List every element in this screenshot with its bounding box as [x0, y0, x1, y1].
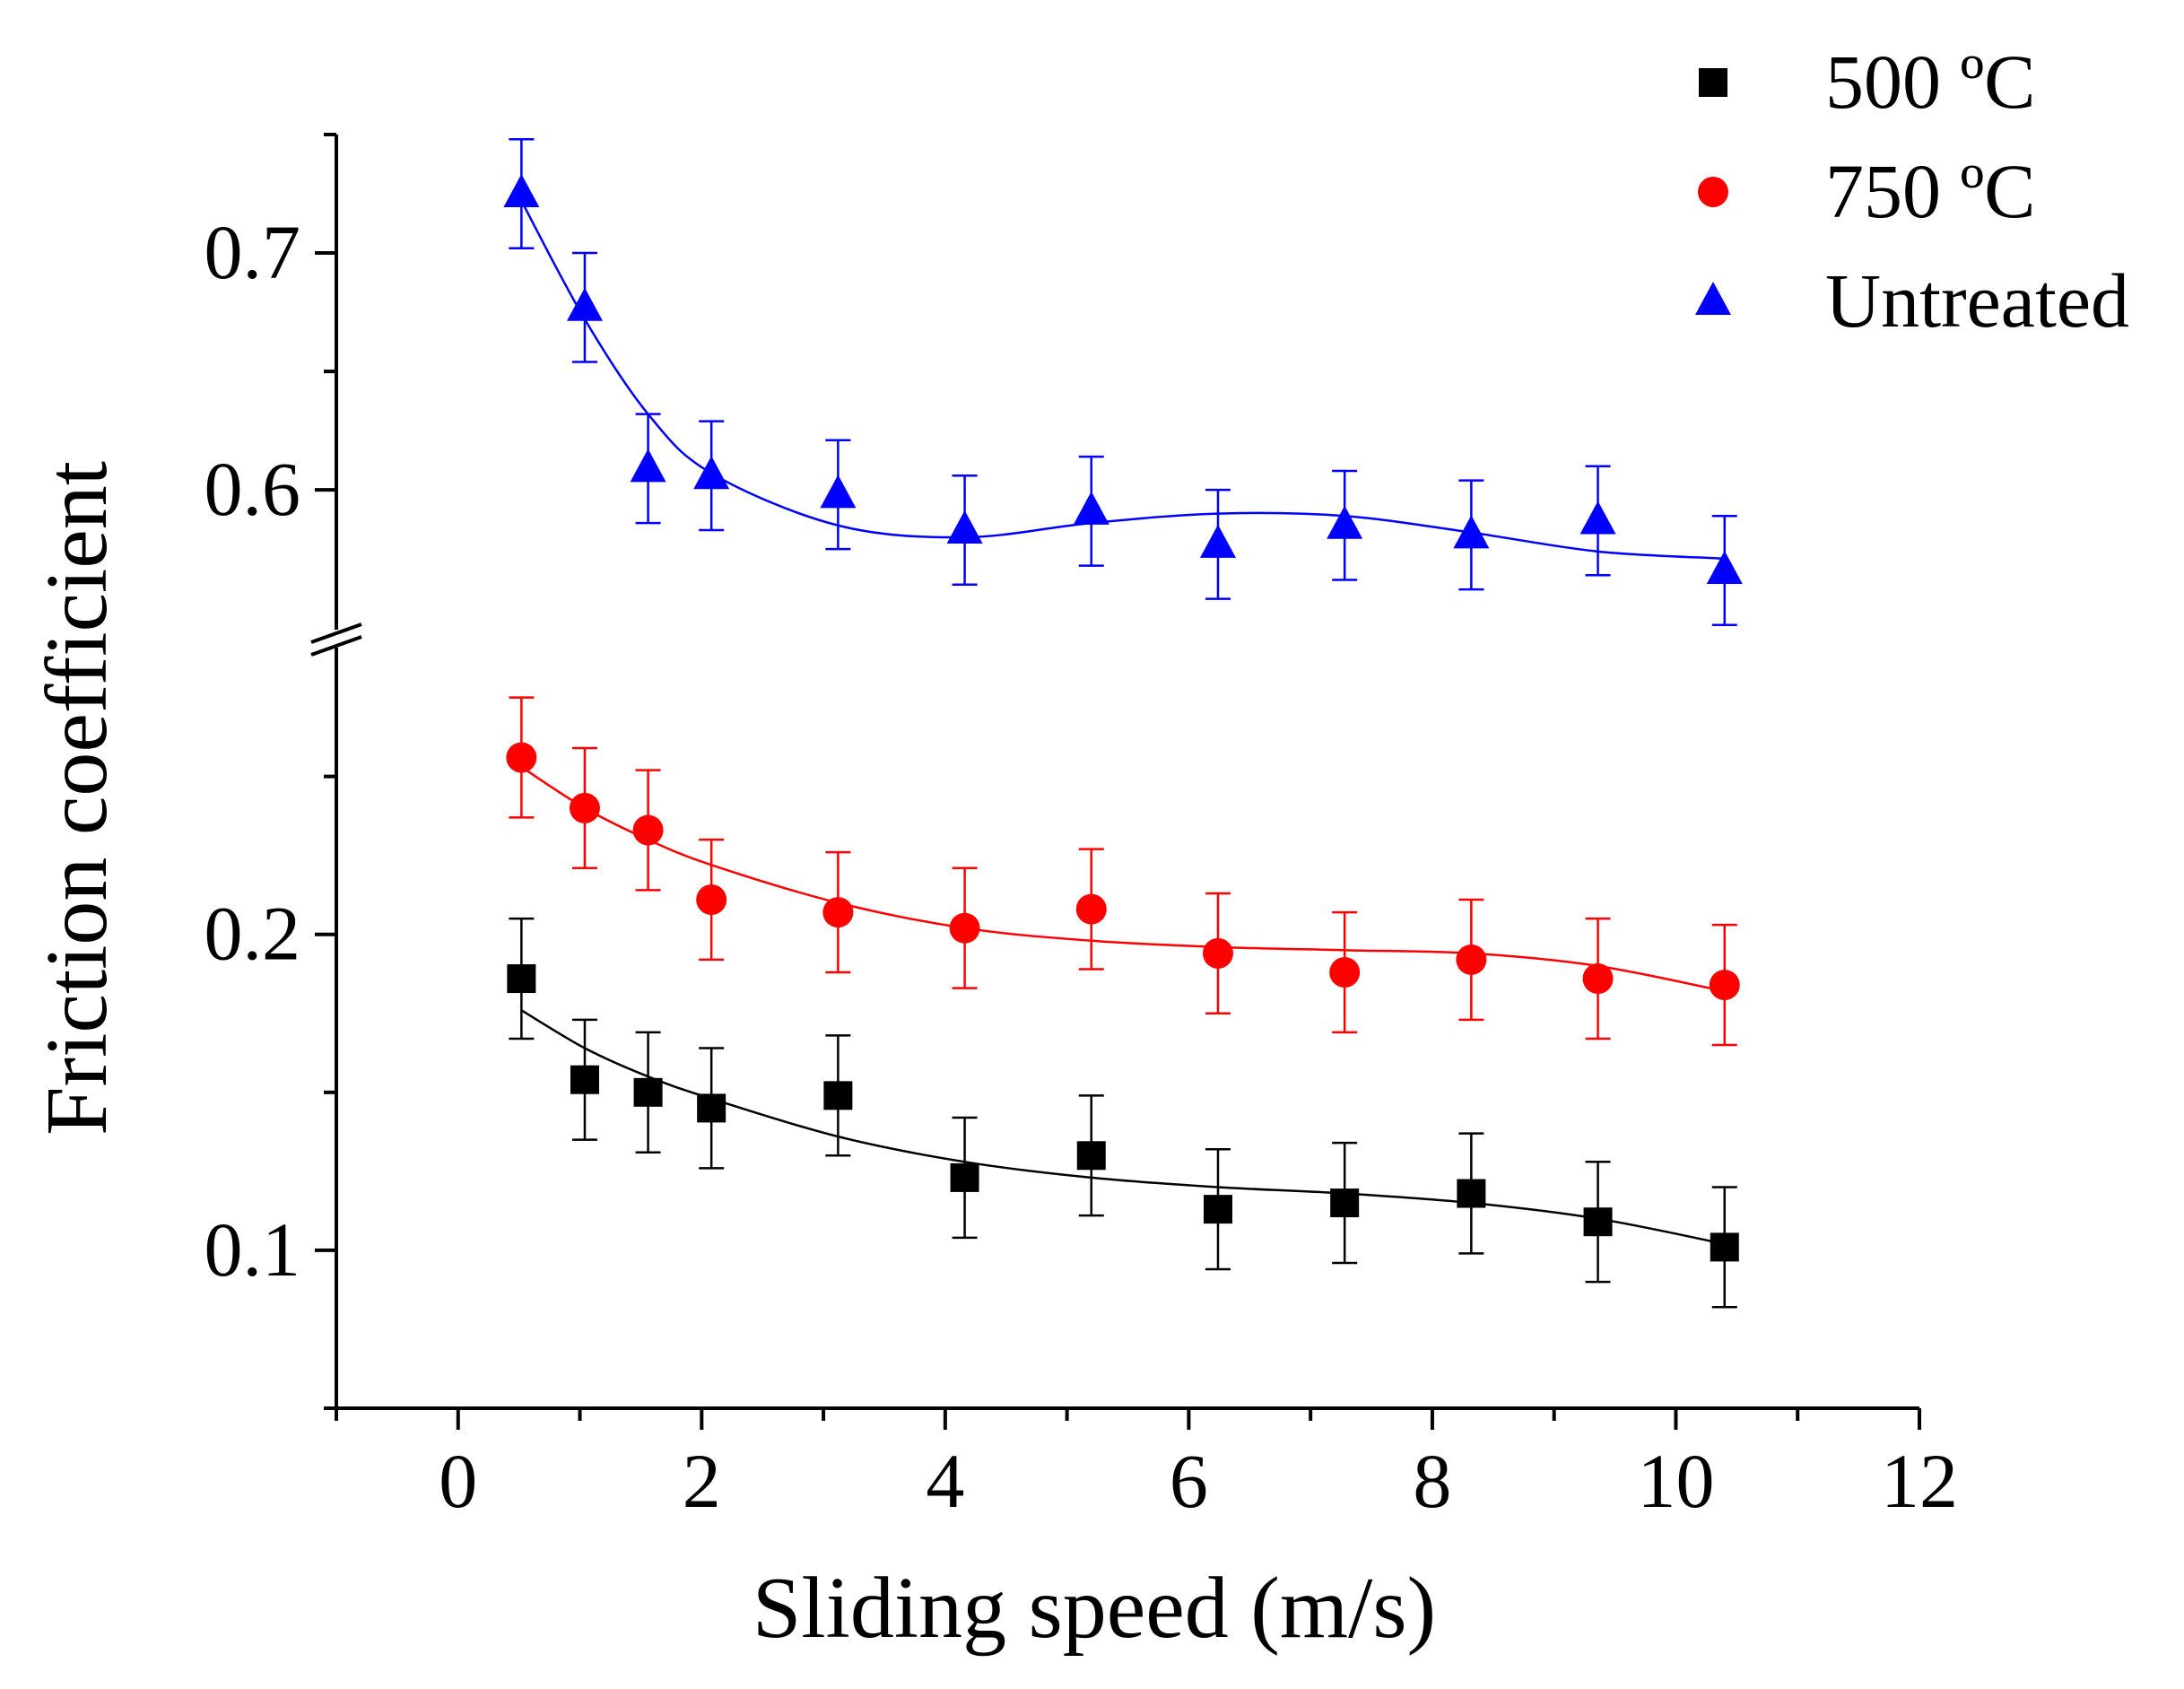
data-point	[570, 1065, 599, 1094]
y-axis-title: Friction coefficient	[29, 461, 126, 1136]
data-point	[1203, 1195, 1232, 1224]
data-point	[822, 897, 854, 928]
legend-label: 500 ºC	[1825, 39, 2036, 125]
fit-curve	[520, 1009, 1726, 1246]
data-point	[1579, 501, 1616, 535]
legend-label: Untreated	[1825, 257, 2129, 344]
data-point	[1202, 937, 1233, 969]
data-point	[1583, 1207, 1613, 1237]
x-tick-label: 10	[1637, 1438, 1714, 1524]
data-point	[696, 884, 727, 915]
data-point	[1706, 550, 1743, 584]
data-point	[1330, 1188, 1360, 1218]
data-point	[697, 1093, 727, 1123]
x-tick-label: 0	[439, 1438, 477, 1524]
data-point	[569, 792, 600, 823]
x-tick-label: 6	[1170, 1438, 1208, 1524]
data-point	[1327, 505, 1363, 539]
plot-area	[503, 138, 1743, 1309]
data-point	[820, 474, 857, 509]
data-point	[633, 1077, 663, 1107]
data-point	[507, 964, 536, 994]
data-point	[946, 510, 983, 544]
y-tick-label: 0.2	[204, 891, 301, 977]
data-point	[1709, 970, 1740, 1001]
x-tick-label: 12	[1881, 1438, 1958, 1524]
data-point	[1329, 957, 1361, 988]
axis-break-mark	[310, 622, 362, 644]
data-point	[949, 912, 980, 944]
data-point	[950, 1162, 979, 1192]
legend-marker	[1698, 177, 1728, 207]
x-tick-label: 4	[926, 1438, 964, 1524]
axis-break-mark	[310, 635, 362, 657]
data-point	[1582, 963, 1614, 995]
data-point	[632, 814, 664, 846]
fit-curve	[520, 766, 1726, 993]
data-point	[823, 1081, 853, 1110]
data-point	[506, 742, 537, 773]
legend-label: 750 ºC	[1825, 148, 2036, 234]
legend: 500 ºC 750 ºC Untreated	[1695, 39, 2129, 344]
data-point	[1710, 1232, 1739, 1262]
data-point	[1199, 524, 1236, 558]
y-tick-label: 0.1	[204, 1206, 301, 1293]
data-point	[1076, 1141, 1106, 1171]
x-tick-label: 2	[683, 1438, 721, 1524]
data-point	[503, 174, 540, 208]
data-point	[630, 448, 666, 483]
y-tick-label: 0.6	[204, 446, 301, 532]
data-point	[1075, 893, 1107, 925]
data-point	[1073, 491, 1109, 525]
data-point	[1453, 515, 1490, 549]
data-point	[1457, 1179, 1486, 1208]
x-tick-label: 8	[1413, 1438, 1451, 1524]
x-axis-title: Sliding speed (m/s)	[753, 1560, 1436, 1657]
data-point	[566, 287, 603, 321]
legend-marker	[1695, 282, 1731, 315]
data-point	[693, 456, 730, 490]
fit-curve	[520, 200, 1725, 560]
legend-marker	[1699, 68, 1727, 97]
axes: 0 2 4 6 8 10 12 0.1 0.2 0.6 0.7	[204, 133, 1958, 1524]
data-point	[1456, 944, 1487, 975]
y-tick-label: 0.7	[204, 209, 301, 295]
